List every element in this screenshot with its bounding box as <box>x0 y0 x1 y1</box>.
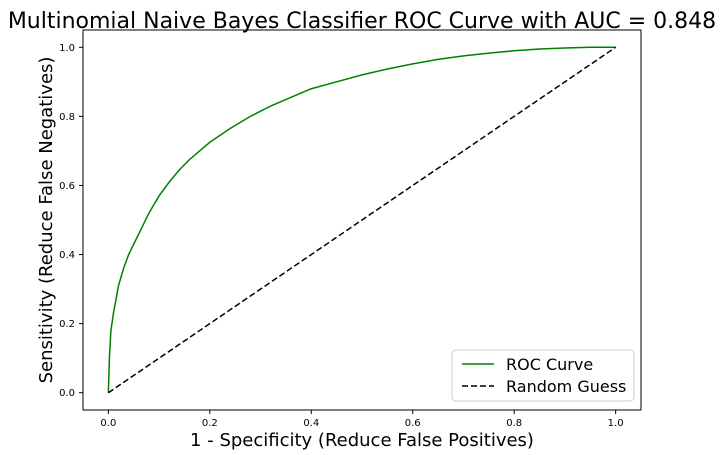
y-tick-label: 0.0 <box>59 388 75 399</box>
series-group <box>107 46 617 394</box>
legend-box <box>451 349 635 402</box>
legend-label-random-guess: Random Guess <box>506 377 626 396</box>
y-axis-ticks: 0.0 0.2 0.4 0.6 0.8 1.0 <box>59 43 83 399</box>
x-axis-ticks: 0.0 0.2 0.4 0.6 0.8 1.0 <box>100 410 624 429</box>
x-tick-label: 0.8 <box>506 418 522 429</box>
x-tick-label: 0.6 <box>405 418 421 429</box>
y-axis-label: Sensitivity (Reduce False Negatives) <box>36 57 57 384</box>
x-tick-label: 0.2 <box>202 418 218 429</box>
x-tick-label: 1.0 <box>608 418 624 429</box>
y-tick-label: 0.2 <box>59 319 75 330</box>
y-tick-label: 0.8 <box>59 112 75 123</box>
y-tick-label: 1.0 <box>59 43 75 54</box>
y-tick-label: 0.4 <box>59 250 75 261</box>
legend-label-roc-curve: ROC Curve <box>506 355 593 374</box>
x-tick-label: 0.4 <box>303 418 319 429</box>
x-tick-label: 0.0 <box>100 418 116 429</box>
series-line-random-guess <box>107 46 617 394</box>
y-tick-label: 0.6 <box>59 181 75 192</box>
plot-area <box>82 29 642 411</box>
series-line-roc-curve <box>107 46 616 393</box>
x-axis-label: 1 - Specificity (Reduce False Positives) <box>190 430 534 451</box>
legend: ROC Curve Random Guess <box>451 349 635 402</box>
